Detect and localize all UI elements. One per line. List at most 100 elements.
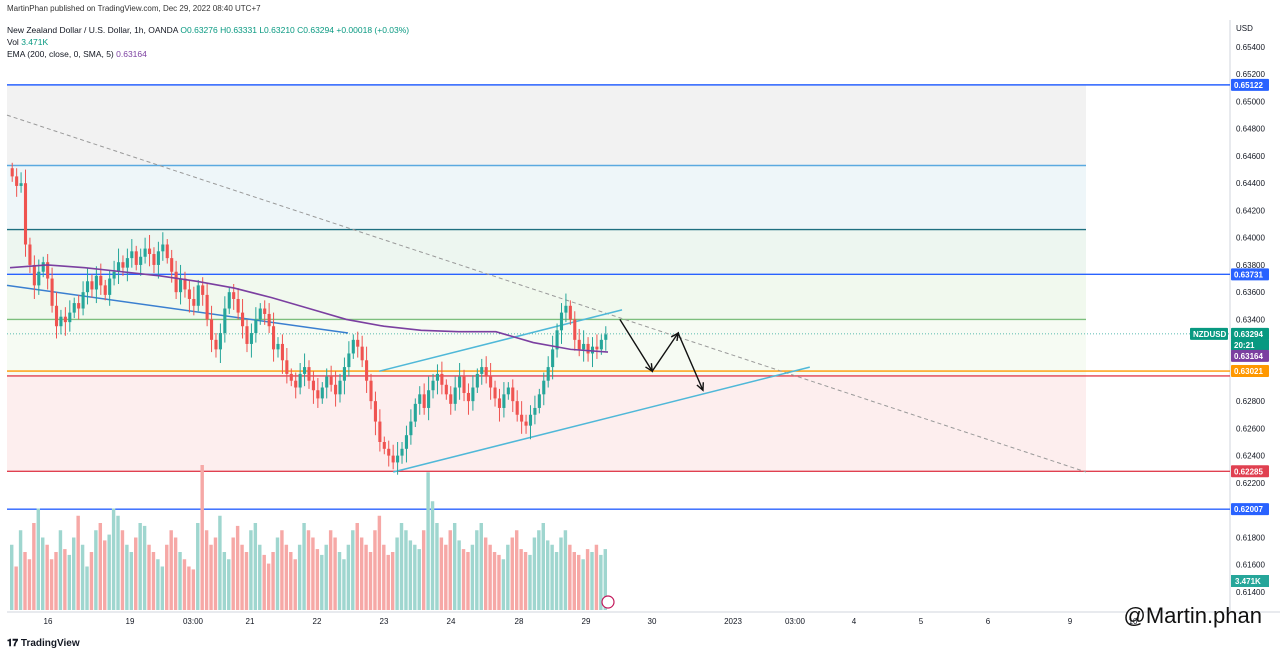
volume-bar-95 (430, 501, 435, 610)
volume-bar-121 (545, 540, 550, 610)
volume-bar-21 (103, 540, 107, 610)
y-tick-2: 0.65000 (1236, 97, 1265, 106)
price-label-5: 0.63164 (1234, 352, 1263, 361)
candle-body-26 (125, 258, 129, 268)
candle-body-41 (192, 298, 196, 306)
candle-body-32 (152, 254, 156, 265)
candle-body-126 (568, 305, 572, 320)
price-label-bg-4 (1231, 338, 1269, 351)
price-label-bg-8 (1231, 503, 1269, 516)
x-tick-1: 19 (126, 617, 135, 626)
volume-bar-124 (559, 537, 563, 610)
candle-body-120 (542, 380, 546, 395)
volume-bar-123 (554, 552, 559, 610)
candle-body-113 (511, 387, 515, 402)
candle-body-55 (254, 319, 258, 334)
candle-body-46 (214, 339, 218, 350)
candle-body-117 (528, 414, 533, 426)
volume-bar-133 (599, 554, 603, 610)
candle-body-115 (520, 414, 524, 422)
x-tick-6: 24 (447, 617, 456, 626)
volume-bar-97 (439, 537, 444, 610)
candle-body-67 (307, 367, 311, 381)
volume-bar-28 (134, 537, 138, 610)
volume-bar-116 (523, 552, 528, 610)
candle-body-91 (413, 403, 417, 422)
volume-bar-9 (49, 559, 54, 610)
candle-body-118 (533, 407, 537, 415)
volume-bar-46 (213, 537, 218, 610)
candle-body-131 (590, 346, 595, 354)
candle-body-61 (280, 343, 284, 361)
candle-body-49 (227, 292, 231, 309)
candle-body-44 (205, 294, 209, 320)
tradingview-logo: 𝟏𝟕 TradingView (7, 638, 80, 649)
y-tick-16: 0.62200 (1236, 479, 1265, 488)
volume-bar-50 (231, 537, 235, 610)
volume-bar-110 (497, 554, 501, 610)
candle-body-79 (360, 346, 364, 361)
volume-bar-63 (289, 552, 293, 610)
volume-bar-74 (337, 552, 342, 610)
candle-body-101 (458, 376, 462, 388)
volume-bar-111 (501, 559, 506, 610)
candle-body-95 (431, 380, 435, 391)
price-label-bg-7 (1231, 465, 1269, 478)
volume-bar-131 (590, 552, 594, 610)
volume-bar-119 (537, 530, 541, 610)
candle-body-104 (471, 387, 475, 402)
candle-body-28 (134, 251, 138, 265)
x-tick-14: 6 (986, 617, 991, 626)
volume-bar-47 (218, 515, 222, 610)
candle-body-35 (165, 244, 169, 259)
zone-4 (7, 319, 1086, 377)
ema-label: EMA (200, close, 0, SMA, 5) (7, 49, 114, 59)
price-label-bg-3 (1231, 327, 1269, 340)
candle-body-103 (466, 392, 471, 402)
projection-arrowhead-2 (696, 382, 704, 392)
candle-body-77 (351, 339, 355, 354)
x-tick-10: 2023 (724, 617, 742, 626)
candle-body-72 (329, 376, 333, 385)
y-tick-13: 0.62800 (1236, 397, 1265, 406)
volume-bar-79 (359, 537, 364, 610)
y-tick-5: 0.64400 (1236, 179, 1265, 188)
candle-body-51 (236, 298, 240, 313)
volume-bar-11 (58, 530, 63, 610)
candle-body-116 (524, 421, 528, 426)
candle-body-134 (604, 334, 608, 340)
x-tick-11: 03:00 (785, 617, 806, 626)
volume-bar-89 (404, 530, 408, 610)
candle-body-78 (356, 339, 360, 347)
candle-body-31 (147, 248, 152, 255)
volume-bar-98 (444, 544, 448, 610)
candle-body-80 (365, 360, 369, 381)
volume-bar-134 (603, 549, 607, 610)
volume-bar-126 (568, 544, 572, 610)
volume-bar-4 (27, 559, 32, 610)
volume-bar-33 (156, 559, 160, 610)
y-tick-7: 0.64000 (1236, 234, 1265, 243)
projection-path (619, 319, 704, 391)
volume-bar-125 (563, 530, 568, 610)
volume-bar-36 (169, 530, 173, 610)
volume-bar-129 (581, 559, 585, 610)
price-label-0: 0.65122 (1234, 81, 1263, 90)
y-tick-4: 0.64600 (1236, 152, 1265, 161)
candle-body-43 (201, 285, 205, 295)
candle-body-40 (187, 289, 191, 299)
volume-bar-105 (475, 530, 479, 610)
volume-bar-78 (355, 523, 359, 610)
tv-logo-text: TradingView (20, 638, 80, 649)
volume-bar-122 (550, 544, 554, 610)
volume-bar-69 (315, 549, 320, 610)
y-tick-20: 0.61400 (1236, 588, 1265, 597)
candle-body-124 (559, 312, 564, 331)
x-tick-0: 16 (44, 617, 53, 626)
volume-bar-86 (390, 552, 395, 610)
candle-body-64 (294, 380, 298, 388)
projection-arrowhead-0 (645, 363, 654, 373)
volume-bar-108 (488, 544, 492, 610)
candle-body-4 (28, 244, 32, 265)
